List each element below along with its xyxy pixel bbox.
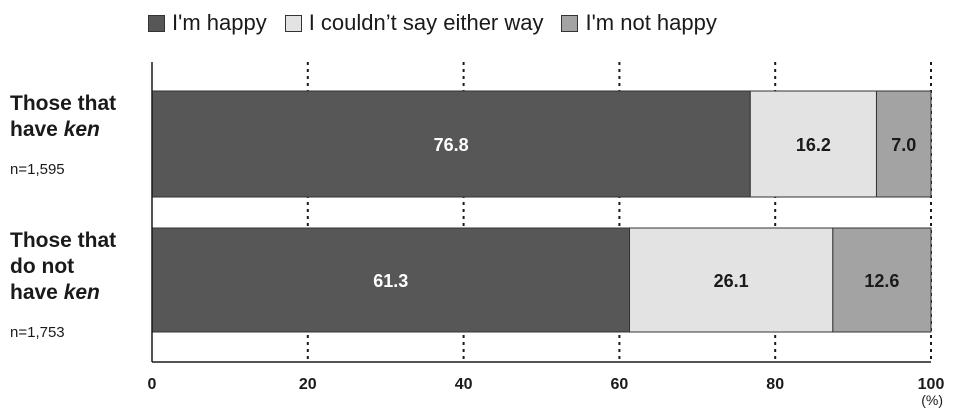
category-n-no-ken: n=1,753 bbox=[10, 324, 65, 341]
legend-swatch-not-happy bbox=[561, 14, 579, 32]
x-tick-label: 0 bbox=[148, 376, 157, 393]
legend-label-happy: I'm happy bbox=[172, 10, 267, 35]
bar-value-label: 16.2 bbox=[796, 135, 831, 155]
bar-segment bbox=[151, 90, 751, 198]
x-axis-unit: (%) bbox=[921, 392, 943, 408]
legend-item-not-happy: I'm not happy bbox=[561, 10, 717, 36]
bar-segment bbox=[875, 90, 932, 198]
legend: I'm happy I couldn’t say either way I'm … bbox=[148, 8, 717, 38]
bar-segment bbox=[629, 227, 834, 333]
legend-label-neutral: I couldn’t say either way bbox=[308, 10, 544, 35]
bar-value-label: 61.3 bbox=[373, 271, 408, 291]
bar-value-label: 12.6 bbox=[864, 271, 899, 291]
x-tick-label: 80 bbox=[766, 376, 784, 393]
category-label-italic: ken bbox=[63, 281, 100, 304]
category-label-line3: have ken bbox=[10, 280, 116, 306]
legend-item-happy: I'm happy bbox=[148, 10, 267, 36]
legend-item-neutral: I couldn’t say either way bbox=[284, 10, 544, 36]
x-tick-label: 20 bbox=[299, 376, 317, 393]
bar-value-label: 76.8 bbox=[434, 135, 469, 155]
category-label-line2: do not bbox=[10, 255, 75, 278]
bar-segment bbox=[749, 90, 877, 198]
category-label-have-ken: Those that have ken bbox=[10, 91, 116, 143]
legend-swatch-neutral bbox=[284, 14, 302, 32]
x-tick-label: 60 bbox=[611, 376, 629, 393]
category-label-text: have bbox=[10, 118, 64, 141]
x-tick-label: 40 bbox=[455, 376, 473, 393]
x-tick-label: 100 bbox=[918, 376, 945, 393]
bar-value-label: 26.1 bbox=[714, 271, 749, 291]
bar-value-label: 7.0 bbox=[891, 135, 916, 155]
category-n-have-ken: n=1,595 bbox=[10, 161, 65, 178]
bar-segment bbox=[151, 227, 631, 333]
category-label-line2: have ken bbox=[10, 117, 116, 143]
legend-swatch-happy bbox=[148, 14, 165, 32]
category-label-line1: Those that bbox=[10, 92, 117, 115]
legend-label-not-happy: I'm not happy bbox=[585, 10, 717, 35]
category-label-line1: Those that bbox=[10, 229, 117, 252]
category-label-italic: ken bbox=[63, 118, 100, 141]
category-label-text: have bbox=[10, 281, 64, 304]
bar-segment bbox=[832, 227, 932, 333]
category-label-no-ken: Those that do not have ken bbox=[10, 228, 116, 306]
